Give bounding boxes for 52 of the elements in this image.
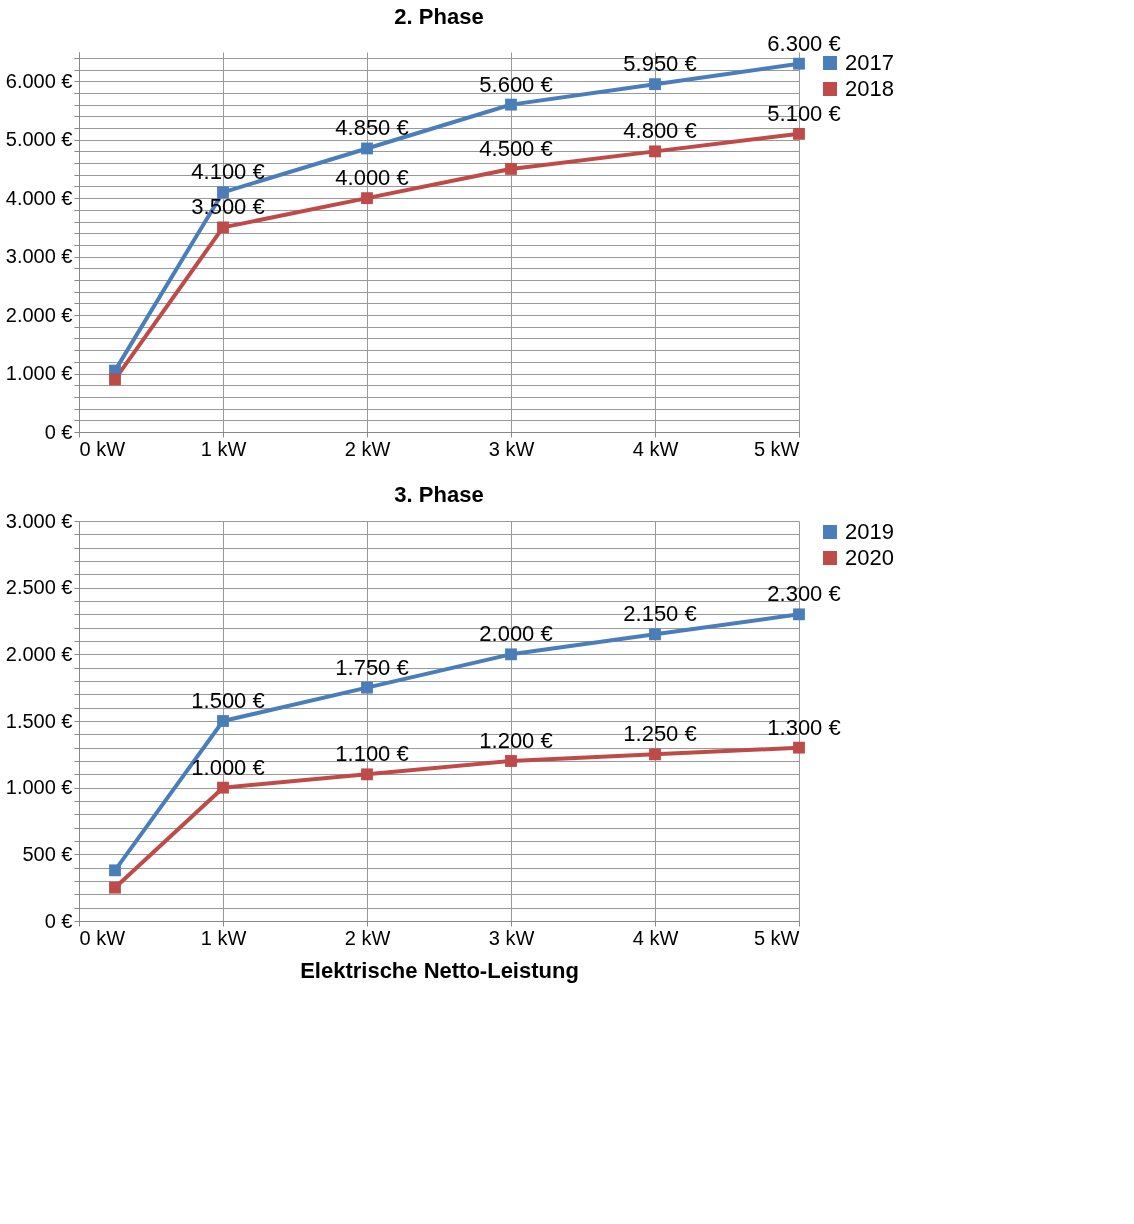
data-label: 1.000 € <box>191 754 265 780</box>
data-label: 1.500 € <box>191 688 265 713</box>
y-tick-label: 4.000 € <box>5 186 73 209</box>
legend-label: 2019 <box>845 519 894 544</box>
chart-title: 2. Phase <box>394 3 484 29</box>
x-tick-label: 2 kW <box>344 926 391 949</box>
data-label: 2.300 € <box>767 581 841 607</box>
chart-title: 3. Phase <box>394 482 484 507</box>
legend-label: 2020 <box>845 545 894 570</box>
data-label: 1.200 € <box>479 728 553 753</box>
y-tick-label: 500 € <box>22 842 73 865</box>
data-label: 4.500 € <box>479 135 553 161</box>
data-label: 2.150 € <box>623 601 697 627</box>
data-label: 5.950 € <box>623 51 697 77</box>
data-label: 5.600 € <box>479 71 553 97</box>
data-label: 6.300 € <box>767 30 841 56</box>
y-tick-label: 2.000 € <box>5 303 73 326</box>
legend-label: 2018 <box>845 76 894 101</box>
data-label: 1.750 € <box>335 654 409 680</box>
x-tick-label: 3 kW <box>488 437 535 460</box>
x-tick-label: 5 kW <box>753 437 800 460</box>
y-tick-label: 1.000 € <box>5 776 73 799</box>
y-tick-label: 1.500 € <box>5 709 73 732</box>
y-tick-label: 3.000 € <box>5 245 73 268</box>
data-label: 1.300 € <box>767 714 841 740</box>
y-tick-label: 0 € <box>44 909 73 932</box>
data-label: 1.250 € <box>623 721 697 747</box>
data-label: 1.100 € <box>335 741 409 767</box>
y-tick-label: 1.000 € <box>5 362 73 385</box>
x-tick-label: 0 kW <box>79 926 126 949</box>
x-tick-label: 4 kW <box>632 437 679 460</box>
x-tick-label: 4 kW <box>632 926 679 949</box>
data-label: 5.100 € <box>767 100 841 126</box>
y-tick-label: 3.000 € <box>5 509 73 532</box>
x-tick-label: 1 kW <box>200 437 247 460</box>
y-tick-label: 2.500 € <box>5 576 73 599</box>
x-tick-label: 1 kW <box>200 926 247 949</box>
data-label: 4.000 € <box>335 165 409 191</box>
legend-label: 2017 <box>845 50 894 75</box>
y-tick-label: 6.000 € <box>5 69 73 92</box>
data-label: 2.000 € <box>479 621 553 647</box>
y-tick-label: 5.000 € <box>5 128 73 151</box>
data-label: 4.100 € <box>191 159 265 185</box>
y-tick-label: 2.000 € <box>5 642 73 665</box>
data-label: 4.850 € <box>335 115 409 141</box>
x-tick-label: 3 kW <box>488 926 535 949</box>
x-tick-label: 0 kW <box>79 437 126 460</box>
y-tick-label: 0 € <box>44 420 73 443</box>
x-axis-title: Elektrische Netto-Leistung <box>300 957 579 983</box>
x-tick-label: 5 kW <box>753 926 800 949</box>
x-tick-label: 2 kW <box>344 437 391 460</box>
data-label: 4.800 € <box>623 118 697 144</box>
